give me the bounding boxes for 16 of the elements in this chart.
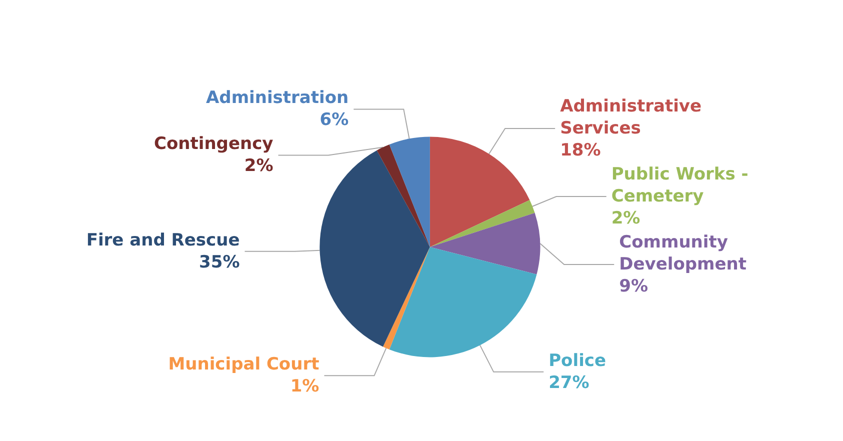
- slice-label: Administrative Services: [560, 96, 708, 139]
- data-label: 35%: [199, 252, 240, 272]
- data-label: 18%: [560, 140, 601, 161]
- data-label: 1%: [290, 376, 320, 397]
- data-label: 6%: [320, 110, 349, 130]
- data-label: 2%: [244, 156, 274, 176]
- data-label: 9%: [619, 276, 648, 297]
- slice-label: Fire and Rescue: [86, 230, 240, 250]
- slice-label: Municipal Court: [168, 354, 320, 375]
- slice-label: Police: [548, 350, 606, 371]
- data-label: 2%: [611, 208, 640, 229]
- slice-label: Administration: [206, 88, 349, 108]
- slice-label: Contingency: [154, 134, 274, 154]
- data-label: 27%: [548, 372, 590, 393]
- slice-label: Community Development: [619, 232, 747, 275]
- slice-label: Public Works - Cemetery: [611, 164, 754, 207]
